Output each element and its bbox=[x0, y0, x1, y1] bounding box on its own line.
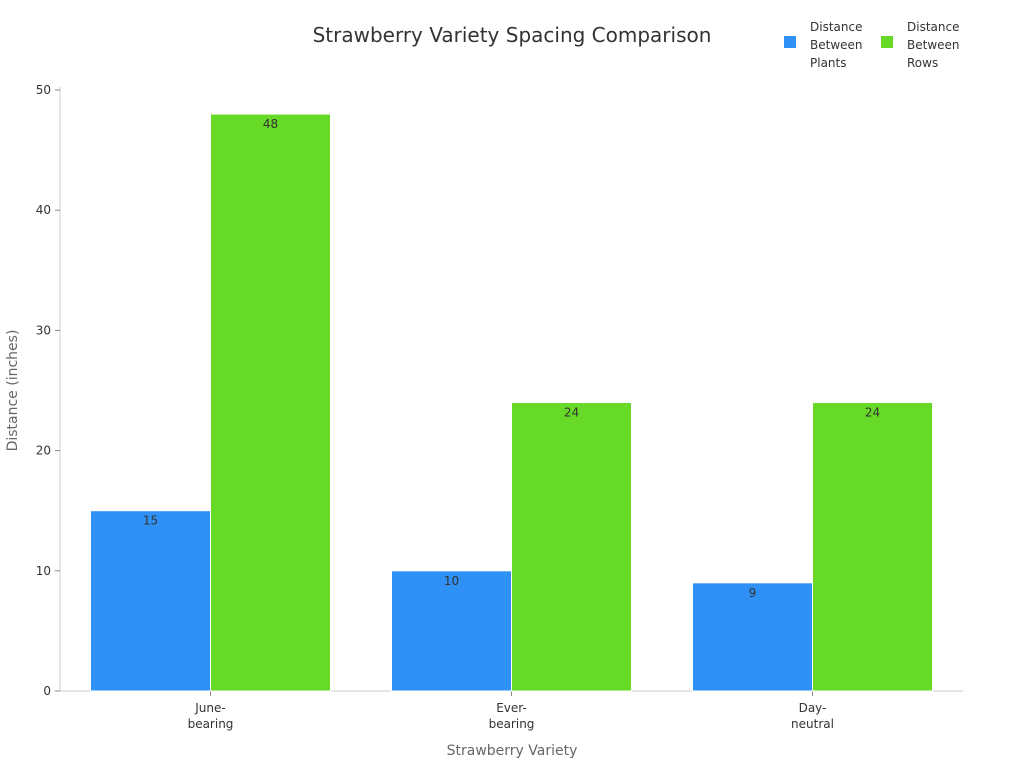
y-tick-label: 0 bbox=[43, 684, 51, 698]
x-tick-label: Day- bbox=[799, 701, 827, 715]
y-axis-label: Distance (inches) bbox=[5, 330, 21, 452]
y-tick-label: 10 bbox=[36, 564, 51, 578]
legend-label: Between bbox=[907, 38, 960, 52]
legend-swatch bbox=[784, 36, 796, 48]
legend-label: Rows bbox=[907, 56, 938, 70]
bar bbox=[210, 113, 331, 692]
data-label: 24 bbox=[564, 406, 579, 420]
x-axis-label: Strawberry Variety bbox=[447, 743, 578, 759]
bar bbox=[90, 510, 211, 692]
legend-label: Distance bbox=[907, 20, 959, 34]
bar bbox=[511, 402, 632, 692]
x-tick-label: bearing bbox=[489, 717, 535, 731]
bar bbox=[692, 582, 813, 692]
y-tick-label: 50 bbox=[36, 83, 51, 97]
x-tick-label: June- bbox=[194, 701, 225, 715]
x-tick-label: bearing bbox=[188, 717, 234, 731]
legend-label: Distance bbox=[810, 20, 862, 34]
data-label: 10 bbox=[444, 574, 459, 588]
data-label: 15 bbox=[143, 514, 158, 528]
y-tick-label: 20 bbox=[36, 444, 51, 458]
legend-swatch bbox=[881, 36, 893, 48]
bar bbox=[391, 570, 512, 692]
data-label: 9 bbox=[749, 586, 757, 600]
x-tick-label: Ever- bbox=[496, 701, 527, 715]
data-label: 24 bbox=[865, 406, 880, 420]
bar bbox=[812, 402, 933, 692]
y-tick-label: 30 bbox=[36, 323, 51, 337]
x-tick-label: neutral bbox=[791, 717, 834, 731]
legend-label: Between bbox=[810, 38, 863, 52]
y-tick-label: 40 bbox=[36, 203, 51, 217]
data-label: 48 bbox=[263, 117, 278, 131]
chart-title: Strawberry Variety Spacing Comparison bbox=[313, 23, 712, 47]
legend-label: Plants bbox=[810, 56, 847, 70]
